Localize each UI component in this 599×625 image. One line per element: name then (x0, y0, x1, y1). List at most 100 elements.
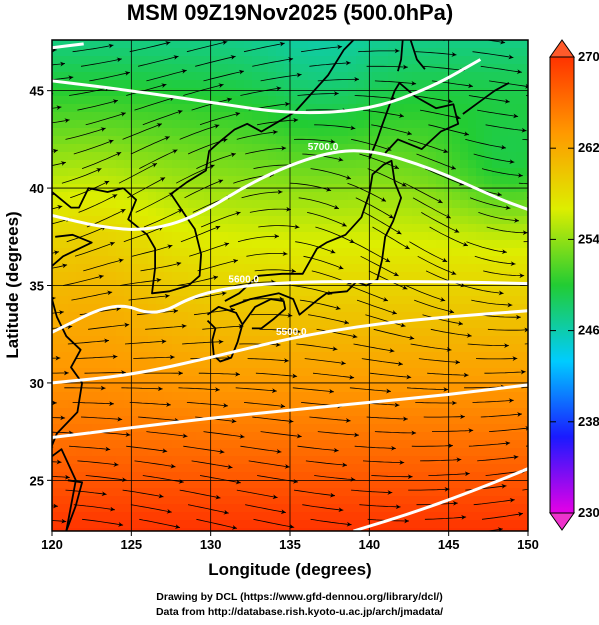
heat-cell (428, 424, 437, 433)
heat-cell (188, 64, 197, 73)
heat-cell (92, 512, 101, 521)
heat-cell (172, 336, 181, 345)
heat-cell (236, 88, 245, 97)
heat-cell (260, 528, 269, 531)
heat-cell (420, 264, 429, 273)
heat-cell (228, 264, 237, 273)
heat-cell (140, 232, 149, 241)
heat-cell (172, 56, 181, 65)
heat-cell (284, 416, 293, 425)
heat-cell (436, 528, 445, 531)
heat-cell (484, 272, 493, 281)
heat-cell (188, 88, 197, 97)
heat-cell (164, 88, 173, 97)
heat-cell (140, 152, 149, 161)
heat-cell (300, 256, 309, 265)
heat-cell (84, 368, 93, 377)
heat-cell (324, 64, 333, 73)
heat-cell (92, 528, 101, 531)
streamline (197, 258, 238, 272)
heat-cell (476, 256, 485, 265)
heat-cell (500, 256, 509, 265)
heat-cell (260, 488, 269, 497)
streamline (52, 444, 54, 450)
streamline (179, 489, 221, 500)
streamline (139, 518, 181, 529)
heat-cell (460, 296, 469, 305)
heat-cell (292, 440, 301, 449)
heat-cell (516, 344, 525, 353)
heat-cell (364, 248, 373, 257)
heat-cell (332, 504, 341, 513)
streamline (88, 322, 130, 330)
heat-cell (260, 216, 269, 225)
heat-cell (356, 320, 365, 329)
heat-cell (132, 64, 141, 73)
heat-cell (188, 136, 197, 145)
heat-cell (100, 168, 109, 177)
heat-cell (60, 104, 69, 113)
heat-cell (252, 64, 261, 73)
heat-cell (220, 120, 229, 129)
heat-cell (524, 360, 528, 369)
heat-cell (428, 176, 437, 185)
heat-cell (84, 152, 93, 161)
heat-cell (100, 368, 109, 377)
streamline (465, 139, 507, 150)
heat-cell (476, 304, 485, 313)
heat-cell (236, 440, 245, 449)
heat-cell (84, 456, 93, 465)
heat-cell (508, 440, 517, 449)
heat-cell (356, 432, 365, 441)
heat-cell (244, 96, 253, 105)
heat-cell (252, 112, 261, 121)
heat-cell (260, 288, 269, 297)
heat-cell (148, 56, 157, 65)
heat-cell (100, 56, 109, 65)
heat-cell (204, 232, 213, 241)
heat-cell (300, 216, 309, 225)
heat-cell (412, 256, 421, 265)
streamline (358, 48, 400, 54)
heat-cell (108, 424, 117, 433)
heat-cell (500, 376, 509, 385)
heat-cell (52, 288, 61, 297)
heat-cell (396, 48, 405, 57)
heat-cell (76, 408, 85, 417)
heat-cell (396, 72, 405, 81)
heat-cell (356, 200, 365, 209)
heat-cell (332, 328, 341, 337)
heat-cell (308, 64, 317, 73)
streamline (134, 96, 175, 111)
heat-cell (428, 328, 437, 337)
heat-cell (164, 104, 173, 113)
heat-cell (164, 328, 173, 337)
heat-cell (60, 112, 69, 121)
heat-cell (300, 288, 309, 297)
heat-cell (212, 152, 221, 161)
heat-cell (196, 368, 205, 377)
heat-cell (260, 224, 269, 233)
heat-cell (468, 448, 477, 457)
heat-cell (348, 216, 357, 225)
heat-cell (52, 408, 61, 417)
heat-cell (412, 80, 421, 89)
heat-cell (484, 216, 493, 225)
heat-cell (300, 496, 309, 505)
heat-cell (372, 248, 381, 257)
heat-cell (340, 392, 349, 401)
heat-cell (268, 400, 277, 409)
heat-cell (340, 192, 349, 201)
heat-cell (156, 384, 165, 393)
heat-cell (172, 256, 181, 265)
heat-cell (276, 520, 285, 529)
heat-cell (356, 304, 365, 313)
heat-cell (68, 280, 77, 289)
streamline (415, 400, 457, 406)
heat-cell (388, 168, 397, 177)
heat-cell (156, 280, 165, 289)
heat-cell (52, 56, 61, 65)
heat-cell (484, 368, 493, 377)
heat-cell (156, 64, 165, 73)
heat-cell (148, 472, 157, 481)
